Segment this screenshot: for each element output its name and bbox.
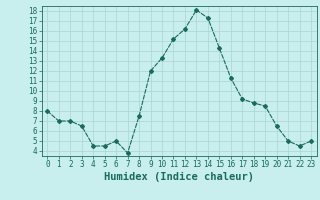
X-axis label: Humidex (Indice chaleur): Humidex (Indice chaleur) [104,172,254,182]
